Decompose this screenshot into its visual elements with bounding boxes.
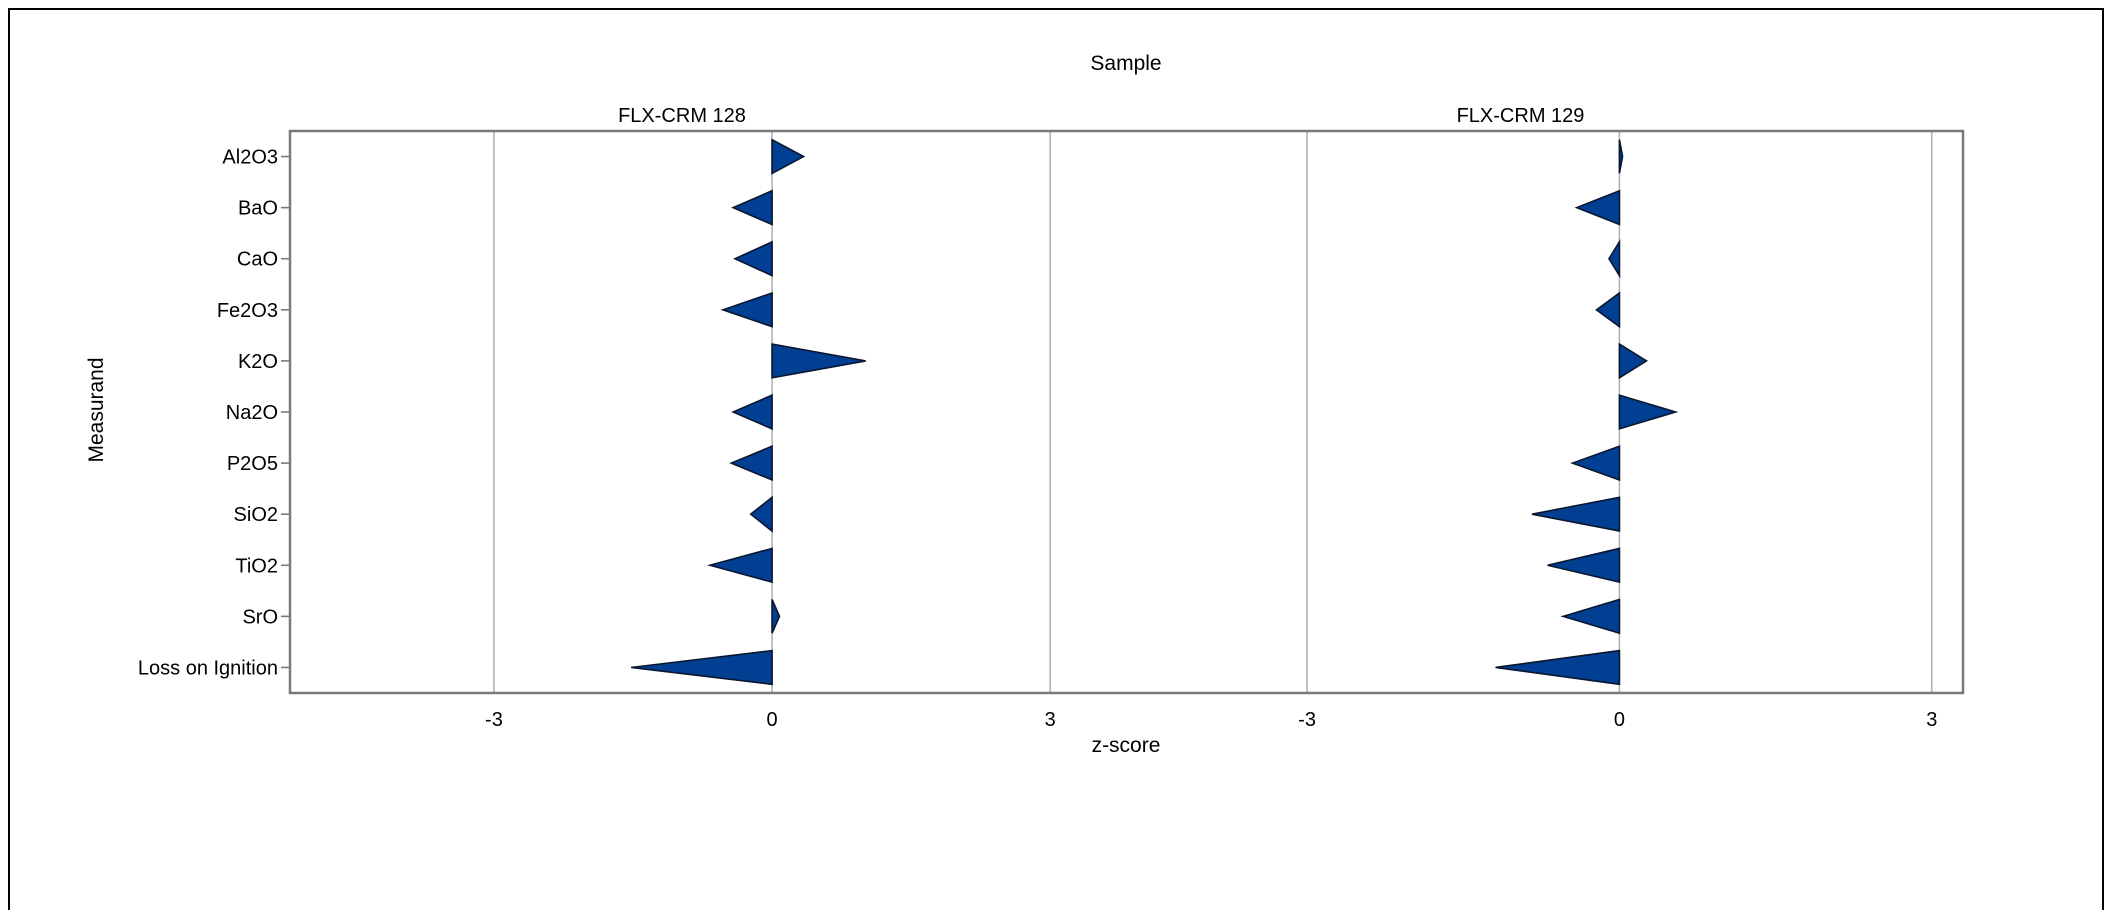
y-tick-label: CaO (237, 249, 278, 271)
x-axis-label: z-score (1092, 734, 1161, 757)
data-triangle (1531, 496, 1621, 533)
y-tick-label: Na2O (226, 402, 278, 424)
y-tick-label: SrO (242, 606, 278, 628)
data-triangle (1495, 649, 1621, 686)
x-tick-label: 0 (767, 709, 778, 731)
data-triangle (1618, 139, 1624, 174)
data-triangle (720, 291, 773, 328)
facet-label: FLX-CRM 129 (1457, 105, 1585, 127)
data-triangle (1560, 598, 1621, 635)
data-triangle (631, 649, 773, 686)
data-triangle (731, 393, 773, 431)
y-tick-label: Fe2O3 (217, 300, 278, 322)
y-tick-label: K2O (238, 351, 278, 373)
data-triangle (771, 599, 781, 634)
y-tick-label: SiO2 (234, 504, 278, 526)
data-triangle (1570, 445, 1621, 482)
x-tick-label: 3 (1926, 709, 1937, 731)
data-triangle (706, 547, 773, 584)
data-triangle (731, 189, 773, 226)
facet-label: FLX-CRM 128 (618, 105, 746, 127)
data-triangle (733, 240, 773, 277)
x-tick-label: 0 (1614, 709, 1625, 731)
data-triangle (729, 445, 773, 482)
x-tick-label: 3 (1045, 709, 1056, 731)
x-tick-label: -3 (1298, 709, 1316, 731)
chart-title: Sample (1090, 52, 1161, 75)
data-triangle (749, 495, 773, 533)
data-triangle (771, 343, 866, 379)
plot-border (288, 129, 1965, 695)
data-triangle (1618, 394, 1679, 430)
data-triangle (1574, 189, 1621, 226)
data-triangle (1595, 291, 1621, 329)
y-tick-label: P2O5 (227, 453, 278, 475)
y-tick-label: BaO (238, 198, 278, 220)
data-triangle (1608, 239, 1621, 279)
y-tick-label: TiO2 (235, 555, 278, 577)
data-triangle (771, 138, 806, 175)
x-tick-label: -3 (485, 709, 503, 731)
data-triangle (1618, 342, 1648, 380)
y-tick-label: Loss on Ignition (138, 657, 278, 679)
figure-frame (8, 8, 2104, 910)
y-tick-label: Al2O3 (222, 147, 278, 169)
data-triangle (1547, 547, 1621, 584)
y-axis-label: Measurand (85, 357, 108, 462)
